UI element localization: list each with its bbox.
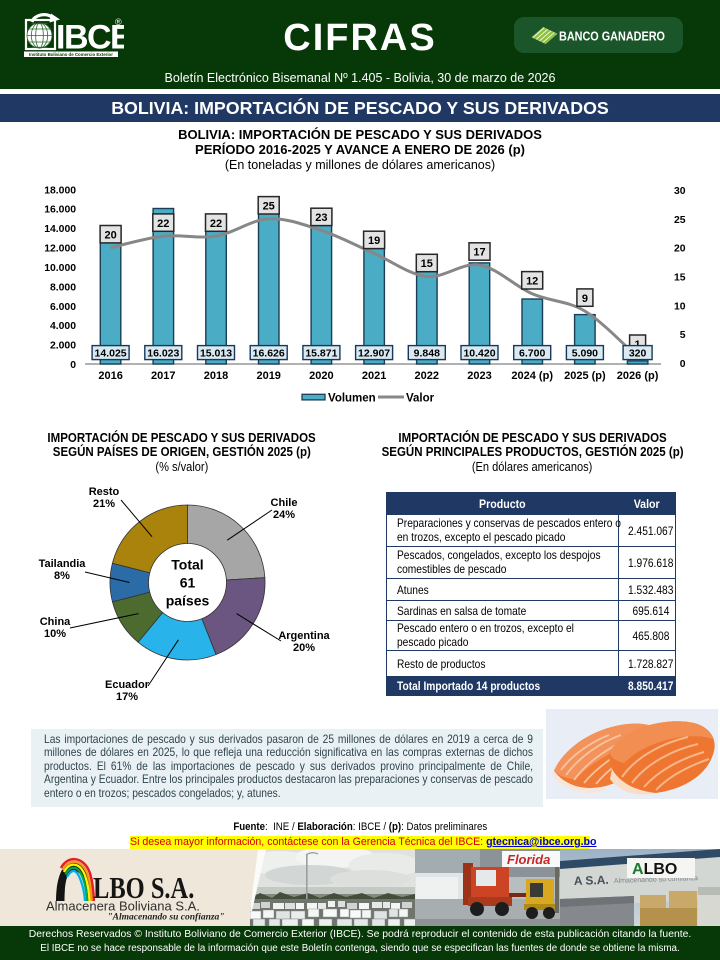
svg-text:21%: 21% [93,498,115,510]
svg-text:2021: 2021 [362,370,386,382]
svg-text:12.000: 12.000 [44,244,76,255]
svg-text:China: China [40,616,71,628]
svg-text:2026 (p): 2026 (p) [617,370,659,382]
svg-text:2017: 2017 [151,370,175,382]
svg-text:25: 25 [674,215,686,226]
svg-text:14.000: 14.000 [44,224,76,235]
svg-text:1: 1 [635,339,641,351]
svg-text:Almacenera Boliviana S.A.: Almacenera Boliviana S.A. [46,899,200,914]
svg-text:2016: 2016 [98,370,122,382]
svg-text:25: 25 [263,201,275,213]
svg-text:17: 17 [473,247,485,259]
svg-text:18.000: 18.000 [44,185,76,196]
svg-text:23: 23 [315,212,327,224]
svg-text:2020: 2020 [309,370,333,382]
svg-text:Florida: Florida [507,852,550,867]
svg-text:Total: Total [171,557,203,573]
svg-text:16.000: 16.000 [44,205,76,216]
svg-text:Ecuador: Ecuador [105,679,150,691]
svg-text:4.000: 4.000 [50,321,76,332]
svg-text:30: 30 [674,186,686,197]
svg-text:Instituto Boliviano de Comerci: Instituto Boliviano de Comercio Exterior [29,52,113,57]
svg-text:19: 19 [368,235,380,247]
svg-text:61: 61 [180,575,196,591]
svg-text:10.000: 10.000 [44,263,76,274]
svg-text:6.000: 6.000 [50,302,76,313]
svg-text:15: 15 [674,273,686,284]
svg-text:Resto: Resto [89,486,120,498]
svg-text:22: 22 [210,218,222,230]
svg-text:20: 20 [674,244,686,255]
svg-text:Almacenando su confianza: Almacenando su confianza [614,875,698,885]
svg-text:2025 (p): 2025 (p) [564,370,606,382]
svg-text:9.848: 9.848 [414,347,440,359]
svg-text:5: 5 [680,330,686,341]
svg-text:0: 0 [680,359,686,370]
svg-text:10: 10 [674,301,686,312]
svg-text:2022: 2022 [415,370,439,382]
svg-text:Tailandia: Tailandia [39,558,87,570]
svg-text:14.025: 14.025 [95,347,127,359]
svg-text:LBO S.A.: LBO S.A. [93,871,194,905]
svg-text:16.626: 16.626 [253,347,285,359]
svg-text:17%: 17% [116,691,138,703]
svg-text:10.420: 10.420 [463,347,495,359]
svg-text:5.090: 5.090 [572,347,598,359]
svg-text:8%: 8% [54,570,70,582]
svg-text:8.000: 8.000 [50,282,76,293]
svg-text:IBCE: IBCE [56,19,124,57]
svg-text:16.023: 16.023 [147,347,179,359]
svg-text:20%: 20% [293,642,315,654]
svg-text:Chile: Chile [271,497,298,509]
svg-text:"Almacenando su confianza": "Almacenando su confianza" [107,913,224,923]
svg-text:9: 9 [582,293,588,305]
svg-text:2023: 2023 [467,370,491,382]
svg-text:Valor: Valor [406,393,435,405]
svg-text:0: 0 [70,360,76,371]
svg-text:24%: 24% [273,509,295,521]
svg-text:22: 22 [157,218,169,230]
svg-text:ALBO: ALBO [632,861,677,878]
svg-text:2.000: 2.000 [50,341,76,352]
svg-text:A S.A.: A S.A. [574,873,609,888]
svg-text:6.700: 6.700 [519,347,545,359]
svg-text:12.907: 12.907 [358,347,390,359]
svg-text:320: 320 [629,347,647,359]
svg-text:2018: 2018 [204,370,228,382]
svg-text:países: países [166,593,210,609]
svg-text:Volumen: Volumen [328,393,376,405]
svg-text:15.013: 15.013 [200,347,232,359]
svg-text:2024 (p): 2024 (p) [511,370,553,382]
svg-text:12: 12 [526,276,538,288]
svg-text:15.871: 15.871 [305,347,337,359]
svg-text:15: 15 [421,258,433,270]
svg-text:®: ® [115,17,122,27]
svg-text:BANCO GANADERO: BANCO GANADERO [559,28,665,43]
svg-text:10%: 10% [44,628,66,640]
svg-text:Argentina: Argentina [278,630,330,642]
svg-text:2019: 2019 [256,370,280,382]
svg-text:20: 20 [104,229,116,241]
